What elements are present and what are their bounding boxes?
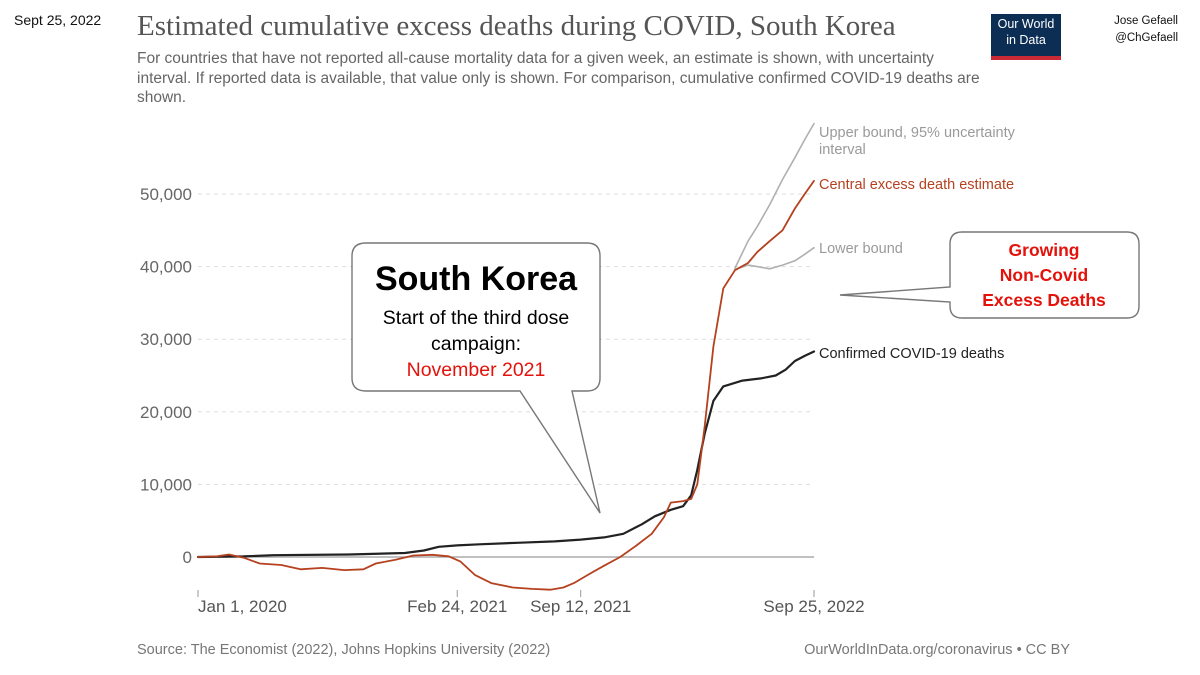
series-line-confirmed-covid-19-deaths <box>196 350 816 559</box>
x-tick-label: Feb 24, 2021 <box>407 597 507 616</box>
label-central-estimate: Central excess death estimate <box>819 177 1014 193</box>
callout-south-korea: South Korea Start of the third dose camp… <box>351 242 601 514</box>
callout-box <box>839 231 1140 319</box>
series-line-central-excess-death-estimate <box>197 180 815 591</box>
label-lower-bound: Lower bound <box>819 241 903 257</box>
chart-title: Estimated cumulative excess deaths durin… <box>137 10 896 42</box>
y-tick-label: 10,000 <box>140 475 192 494</box>
logo-line-1: Our World <box>997 17 1055 31</box>
y-tick-label: 50,000 <box>140 185 192 204</box>
x-tick-label: Jan 1, 2020 <box>198 597 287 616</box>
series-line-upper-bound-95-uncertainty-interval <box>734 122 815 269</box>
date-stamp: Sept 25, 2022 <box>14 12 102 28</box>
label-upper-bound-line2: interval <box>819 142 866 158</box>
label-confirmed-deaths: Confirmed COVID-19 deaths <box>819 346 1004 362</box>
box-line-2: Non-Covid <box>1000 265 1088 285</box>
box-line-1: Growing <box>1009 240 1080 260</box>
axis-layer: 0 10,000 20,000 30,000 40,000 50,000 Jan 1, 20… <box>140 185 865 616</box>
y-tick-label: 0 <box>183 548 192 567</box>
callout-line-3: November 2021 <box>407 359 546 381</box>
callout-line-1: Start of the third dose <box>383 307 569 329</box>
x-tick-label: Sep 25, 2022 <box>763 597 864 616</box>
x-tick-label: Sep 12, 2021 <box>530 597 631 616</box>
y-tick-label: 30,000 <box>140 330 192 349</box>
chart-subtitle: For countries that have not reported all… <box>137 50 980 106</box>
logo-line-2: in Data <box>1006 33 1046 47</box>
owid-logo[interactable]: Our World in Data <box>991 14 1061 60</box>
callout-growing-excess: Growing Non-Covid Excess Deaths <box>839 231 1140 319</box>
callout-title: South Korea <box>375 260 578 298</box>
author-block: Jose Gefaell @ChGefaell <box>1114 13 1178 47</box>
box-line-3: Excess Deaths <box>982 290 1106 310</box>
callout-bubble <box>351 242 601 514</box>
series-labels: Upper bound, 95% uncertainty interval Ce… <box>819 125 1016 362</box>
y-tick-label: 20,000 <box>140 403 192 422</box>
y-tick-label: 40,000 <box>140 258 192 277</box>
license-link[interactable]: OurWorldInData.org/coronavirus • CC BY <box>804 642 1070 658</box>
series-line-lower-bound <box>734 246 815 271</box>
callout-line-2: campaign: <box>431 333 521 355</box>
series-layer <box>196 122 816 591</box>
author-name: Jose Gefaell <box>1114 15 1178 27</box>
author-handle: @ChGefaell <box>1115 32 1178 44</box>
label-upper-bound-line1: Upper bound, 95% uncertainty <box>819 125 1016 141</box>
source-note: Source: The Economist (2022), Johns Hopk… <box>137 642 551 658</box>
